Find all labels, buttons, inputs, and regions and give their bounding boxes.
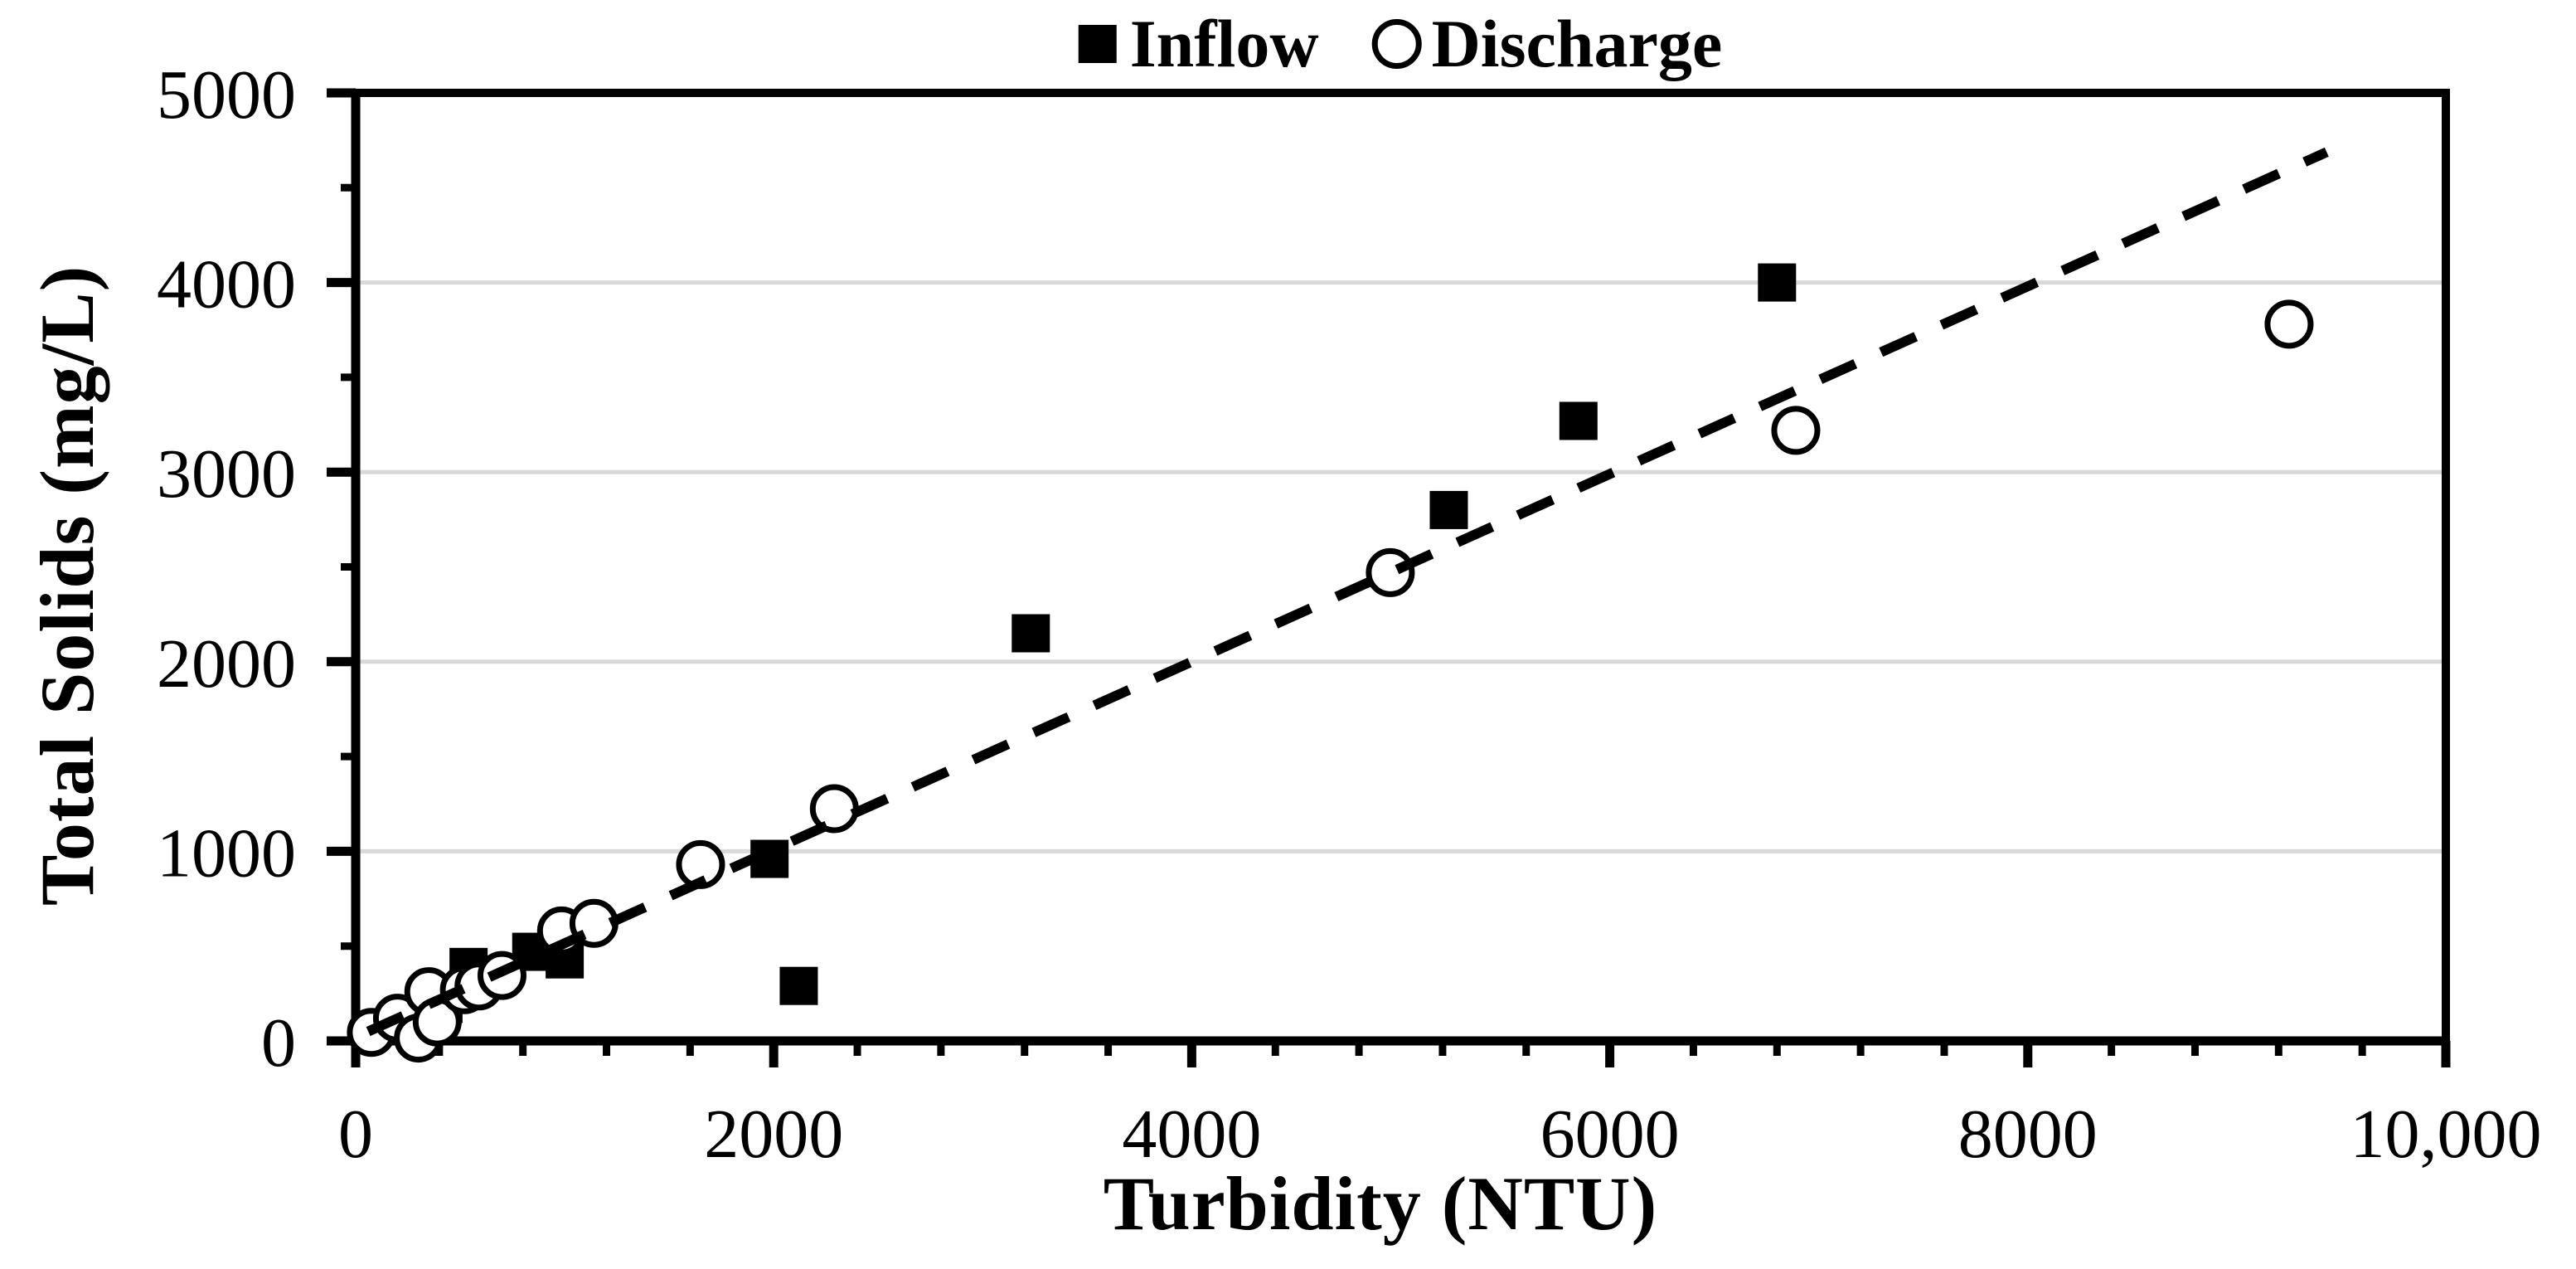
y-tick-label-5000: 5000 [157, 56, 296, 134]
x-tick-label-6000: 6000 [1540, 1096, 1680, 1173]
inflow-point [1011, 614, 1050, 653]
legend-item-inflow: Inflow [1078, 5, 1319, 83]
x-axis-title: Turbidity (NTU) [1103, 1161, 1658, 1246]
y-axis-title: Total Solids (mg/L) [25, 265, 109, 906]
discharge-point [1771, 406, 1821, 455]
discharge-point [1366, 547, 1415, 597]
inflow-point [1559, 401, 1598, 440]
y-tick-label-4000: 4000 [157, 246, 296, 323]
x-tick-label-0: 0 [338, 1096, 373, 1173]
y-tick-label-0: 0 [261, 1004, 296, 1082]
legend-item-discharge: Discharge [1371, 5, 1723, 83]
x-tick-label-2000: 2000 [704, 1096, 843, 1173]
y-tick-label-2000: 2000 [157, 625, 296, 703]
discharge-point [2264, 299, 2314, 349]
x-tick-label-10000: 10,000 [2350, 1096, 2542, 1173]
trend-line [366, 147, 2329, 1037]
legend-label-discharge: Discharge [1431, 6, 1723, 81]
inflow-filled-square-icon [1078, 25, 1117, 63]
discharge-open-circle-icon [1371, 19, 1422, 69]
x-tick-label-8000: 8000 [1958, 1096, 2098, 1173]
legend-label-inflow: Inflow [1129, 6, 1319, 81]
inflow-point [1429, 490, 1468, 529]
inflow-point [779, 966, 818, 1005]
chart-legend: Inflow Discharge [1078, 5, 1723, 83]
inflow-point [1758, 263, 1797, 302]
x-tick-label-4000: 4000 [1122, 1096, 1261, 1173]
y-tick-label-3000: 3000 [157, 435, 296, 513]
y-tick-label-1000: 1000 [157, 814, 296, 892]
